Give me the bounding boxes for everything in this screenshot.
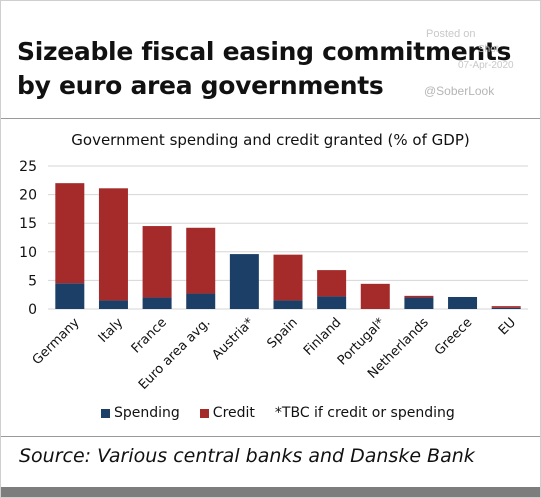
y-tick-label: 15 xyxy=(19,216,37,232)
y-tick-label: 0 xyxy=(28,302,37,318)
source-note: Source: Various central banks and Danske… xyxy=(19,445,475,467)
watermark-posted: Posted on xyxy=(426,28,476,40)
y-tick-label: 10 xyxy=(19,245,37,261)
x-tick-label: France xyxy=(129,315,170,356)
bar-credit xyxy=(273,254,303,301)
y-tick-label: 20 xyxy=(19,188,37,204)
legend-note: *TBC if credit or spending xyxy=(275,405,455,421)
bar-credit xyxy=(404,295,434,298)
x-tick-label: Germany xyxy=(30,315,83,368)
page-title: Sizeable fiscal easing commitments by eu… xyxy=(17,35,511,103)
watermark-date: 07-Apr-2020 xyxy=(458,60,514,71)
bar-credit xyxy=(317,270,347,297)
y-tick-label: 5 xyxy=(28,273,37,289)
title-line-2: by euro area governments xyxy=(17,71,384,100)
watermark-handle: @SoberLook xyxy=(424,84,495,98)
x-tick-label: Finland xyxy=(301,315,344,358)
legend-note-text: *TBC if credit or spending xyxy=(274,405,455,421)
x-tick-label: Spain xyxy=(265,315,301,351)
bar-spending xyxy=(186,293,216,309)
legend: Spending Credit *TBC if credit or spendi… xyxy=(101,405,475,421)
bar-spending xyxy=(491,307,521,309)
bar-spending xyxy=(448,296,478,309)
bar-spending xyxy=(142,297,172,309)
bar-credit xyxy=(98,188,128,301)
bar-credit xyxy=(55,183,85,284)
bottom-bar xyxy=(1,487,540,497)
bar-spending xyxy=(229,254,259,309)
bar-credit xyxy=(186,227,216,294)
legend-label-credit: Credit xyxy=(212,405,255,421)
x-tick-label: Italy xyxy=(96,315,127,346)
top-divider xyxy=(1,118,540,119)
watermark-site: Shot xyxy=(478,44,499,55)
bar-credit xyxy=(491,306,521,308)
x-tick-label: EU xyxy=(496,315,519,338)
x-tick-label: Greece xyxy=(432,315,475,358)
bar-spending xyxy=(98,300,128,309)
bar-spending xyxy=(317,296,347,309)
legend-swatch-spending xyxy=(101,408,110,418)
chart-title: Government spending and credit granted (… xyxy=(71,131,470,149)
legend-item-credit: Credit xyxy=(199,405,255,421)
bar-credit xyxy=(142,226,172,298)
y-tick-label: 25 xyxy=(19,159,37,175)
bar-credit xyxy=(360,283,390,309)
legend-item-spending: Spending xyxy=(101,405,180,421)
legend-label-spending: Spending xyxy=(114,405,180,421)
legend-swatch-credit xyxy=(199,408,209,418)
bar-spending xyxy=(404,297,434,309)
title-line-1: Sizeable fiscal easing commitments xyxy=(17,37,512,66)
bar-spending xyxy=(273,300,303,309)
x-tick-label: Austria* xyxy=(210,315,258,363)
bottom-divider xyxy=(1,436,540,437)
bar-spending xyxy=(55,283,85,309)
watermark: Posted on Shot 07-Apr-2020 xyxy=(426,28,514,72)
